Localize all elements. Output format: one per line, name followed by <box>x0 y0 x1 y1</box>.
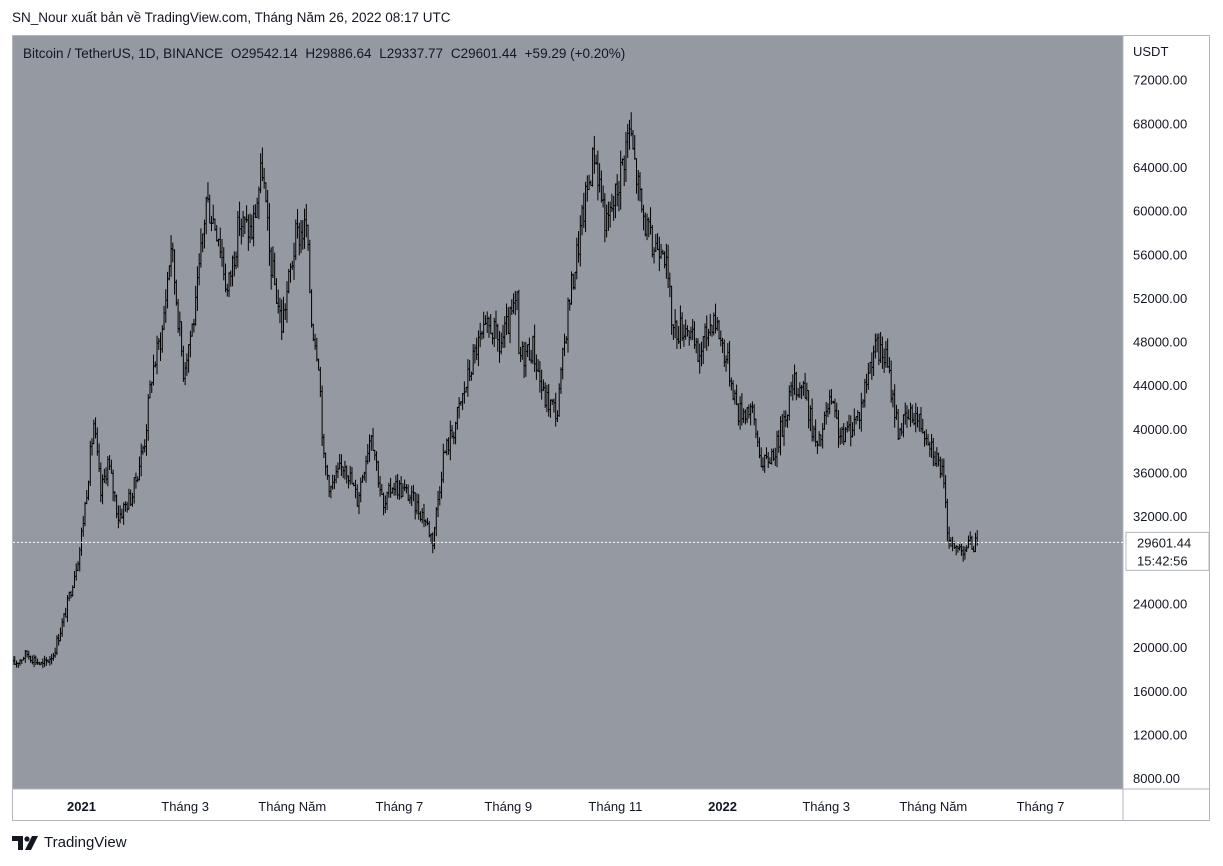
chart-frame[interactable]: 8000.00 12000.00 16000.00 20000.00 24000.00 3… <box>12 35 1210 821</box>
time-tick-label: Tháng Năm <box>899 799 967 814</box>
last-price-value: 29601.44 <box>1137 535 1191 550</box>
price-tick-label: 60000.00 <box>1133 204 1187 219</box>
price-tick-label: 32000.00 <box>1133 509 1187 524</box>
time-tick-label: Tháng 11 <box>588 799 642 814</box>
time-tick-label: 2021 <box>67 799 96 814</box>
price-tick-label: 40000.00 <box>1133 422 1187 437</box>
time-tick-label: Tháng 3 <box>161 799 209 814</box>
tradingview-logo-icon <box>12 835 38 850</box>
plot-area <box>13 36 1123 789</box>
time-tick-label: Tháng 7 <box>1017 799 1065 814</box>
time-axis-ticks: 2021 Tháng 3 Tháng Năm Tháng 7 Tháng 9 Tháng … <box>67 799 1064 814</box>
price-tick-label: 20000.00 <box>1133 640 1187 655</box>
ohlc-chart[interactable]: 8000.00 12000.00 16000.00 20000.00 24000.00 3… <box>13 36 1210 821</box>
time-tick-label: 2022 <box>708 799 737 814</box>
time-axis <box>13 789 1209 820</box>
legend-close: C29601.44 <box>450 46 517 61</box>
price-tick-label: 72000.00 <box>1133 73 1187 88</box>
brand-name: TradingView <box>44 834 127 851</box>
time-tick-label: Tháng Năm <box>258 799 326 814</box>
legend-change: +59.29 (+0.20%) <box>524 46 626 61</box>
symbol-legend: Bitcoin / TetherUS, 1D, BINANCE O29542.1… <box>23 46 629 61</box>
price-axis-ticks: 8000.00 12000.00 16000.00 20000.00 24000.00 3… <box>1133 73 1187 786</box>
price-tick-label: 68000.00 <box>1133 116 1187 131</box>
price-tick-label: 36000.00 <box>1133 466 1187 481</box>
price-axis <box>1123 36 1209 789</box>
price-tick-label: 44000.00 <box>1133 378 1187 393</box>
price-tick-label: 12000.00 <box>1133 727 1187 742</box>
currency-label: USDT <box>1133 44 1168 59</box>
publisher-header: SN_Nour xuất bản về TradingView.com, Thá… <box>12 10 451 25</box>
legend-symbol[interactable]: Bitcoin / TetherUS, 1D, BINANCE <box>23 46 224 61</box>
price-tick-label: 16000.00 <box>1133 684 1187 699</box>
legend-open: O29542.14 <box>230 46 298 61</box>
time-tick-label: Tháng 9 <box>484 799 532 814</box>
last-price-badge: 29601.44 15:42:56 <box>1125 531 1209 571</box>
tradingview-logo[interactable]: TradingView <box>12 834 127 851</box>
time-tick-label: Tháng 7 <box>376 799 424 814</box>
price-tick-label: 48000.00 <box>1133 335 1187 350</box>
price-tick-label: 64000.00 <box>1133 160 1187 175</box>
price-tick-label: 8000.00 <box>1133 771 1180 786</box>
price-tick-label: 56000.00 <box>1133 247 1187 262</box>
legend-low: L29337.77 <box>379 46 444 61</box>
price-tick-label: 52000.00 <box>1133 291 1187 306</box>
time-tick-label: Tháng 3 <box>802 799 850 814</box>
price-bars <box>13 112 979 669</box>
price-tick-label: 24000.00 <box>1133 596 1187 611</box>
bar-countdown: 15:42:56 <box>1137 553 1188 568</box>
legend-high: H29886.64 <box>305 46 372 61</box>
